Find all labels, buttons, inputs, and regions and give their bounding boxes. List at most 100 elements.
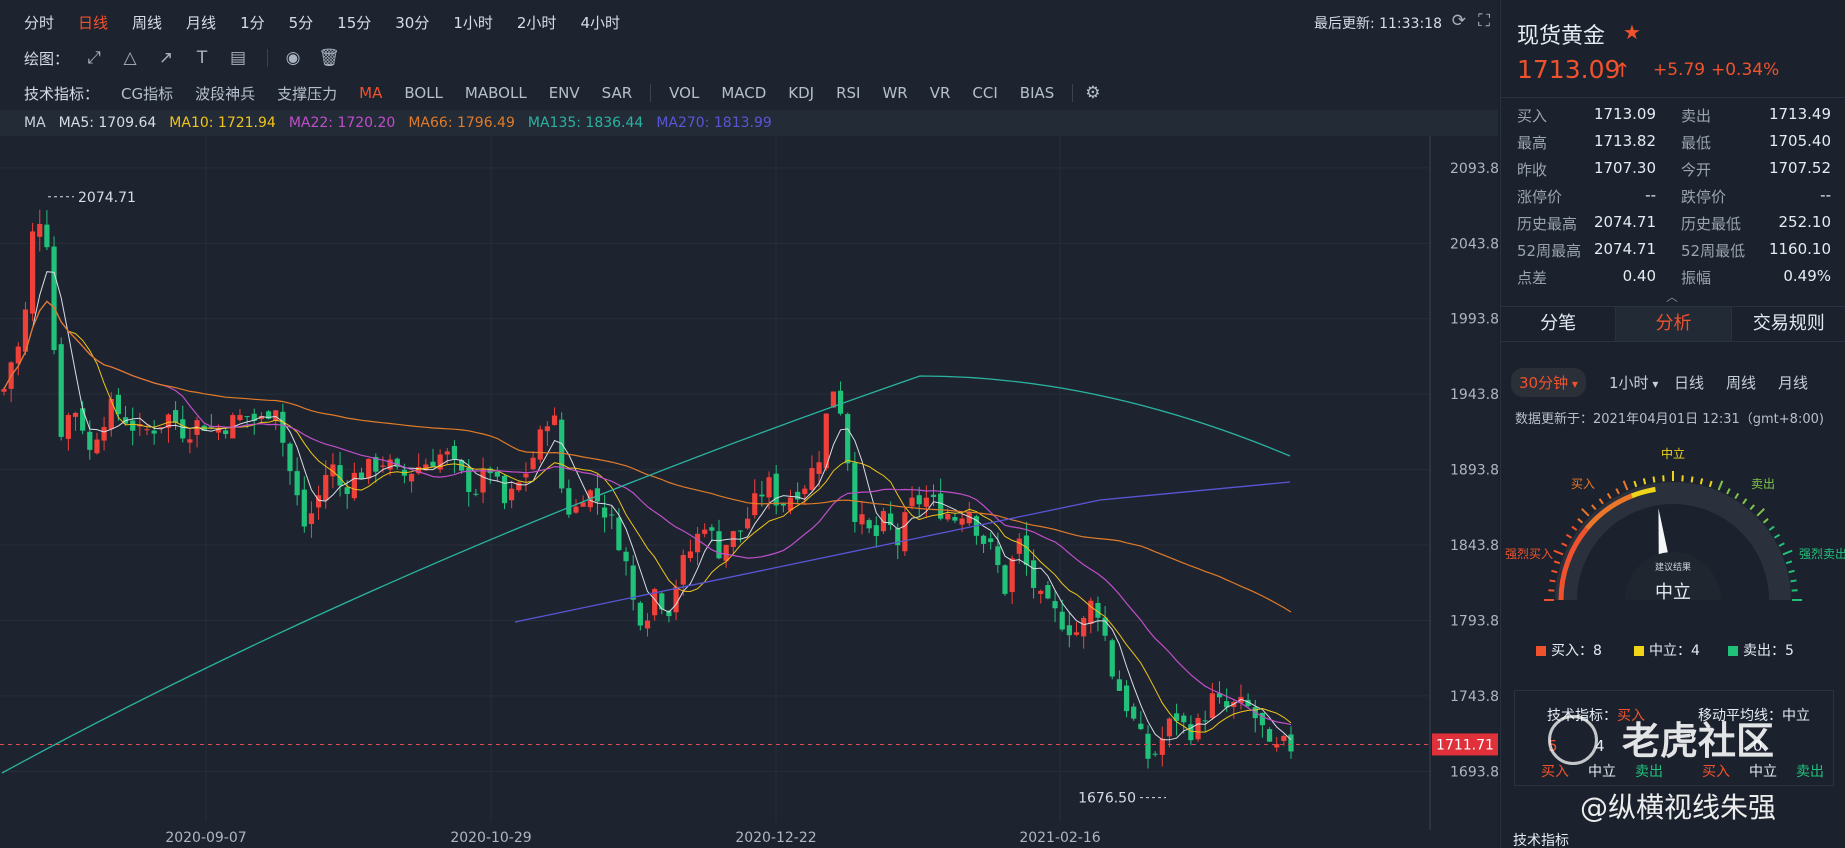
candle bbox=[344, 480, 350, 509]
candle bbox=[501, 473, 508, 510]
indicator-cci[interactable]: CCI bbox=[972, 84, 998, 102]
indicator-wr[interactable]: WR bbox=[882, 84, 908, 102]
candle bbox=[888, 501, 894, 531]
tiger-logo-icon bbox=[1548, 715, 1598, 765]
candle-body bbox=[108, 398, 114, 430]
candle bbox=[1002, 564, 1008, 596]
line-tool-icon[interactable]: ⤢ bbox=[87, 48, 101, 68]
indicator-cg指标[interactable]: CG指标 bbox=[121, 84, 174, 103]
gauge-tick bbox=[1633, 480, 1638, 488]
candle-body bbox=[1045, 585, 1051, 599]
candle bbox=[837, 381, 844, 416]
candlestick-chart[interactable]: 2093.88 2043.88 1993.88 1943.88 1893.88 1843.… bbox=[0, 136, 1498, 848]
indicator-sar[interactable]: SAR bbox=[601, 84, 633, 102]
period-4[interactable]: 月线 bbox=[1778, 372, 1808, 393]
candle-body bbox=[437, 454, 443, 470]
candle-body bbox=[223, 430, 229, 435]
timeframe-0[interactable]: 分时 bbox=[24, 13, 55, 32]
indicator-rsi[interactable]: RSI bbox=[836, 84, 861, 102]
timeframe-5[interactable]: 5分 bbox=[288, 13, 314, 32]
timeframe-9[interactable]: 2小时 bbox=[516, 13, 557, 32]
period-1[interactable]: 1小时 ▾ bbox=[1609, 372, 1658, 393]
candle-body bbox=[559, 419, 565, 489]
min-label: 1676.50 bbox=[1078, 791, 1136, 807]
triangle-tool-icon[interactable]: △ bbox=[123, 48, 137, 68]
indicator-波段神兵[interactable]: 波段神兵 bbox=[195, 84, 256, 103]
candle-body bbox=[58, 344, 64, 437]
candle bbox=[995, 532, 1001, 574]
candle-body bbox=[301, 489, 307, 527]
indicator-ma[interactable]: MA bbox=[359, 84, 383, 102]
period-2[interactable]: 日线 bbox=[1674, 372, 1704, 393]
candle-body bbox=[544, 426, 550, 432]
timeframe-8[interactable]: 1小时 bbox=[453, 13, 493, 32]
indicator-bias[interactable]: BIAS bbox=[1019, 84, 1055, 102]
indicator-支撑压力[interactable]: 支撑压力 bbox=[277, 84, 338, 103]
candle-body bbox=[816, 462, 822, 474]
gauge-tick bbox=[1756, 508, 1765, 517]
timeframe-2[interactable]: 周线 bbox=[132, 13, 163, 32]
quote-value: 2074.71 bbox=[1593, 213, 1656, 231]
candle-body bbox=[766, 477, 772, 498]
text-tool-icon[interactable]: T bbox=[196, 48, 208, 68]
tab-1[interactable]: 分析 bbox=[1615, 307, 1731, 341]
refresh-icon[interactable]: ⟳ bbox=[1451, 11, 1466, 31]
indicator-kdj[interactable]: KDJ bbox=[788, 84, 815, 102]
collapse-caret-icon[interactable]: ︿ bbox=[1666, 290, 1679, 304]
indicator-vol[interactable]: VOL bbox=[669, 84, 700, 102]
quote-label: 最低 bbox=[1681, 134, 1712, 152]
arrow-tool-icon[interactable]: ↗ bbox=[158, 48, 174, 68]
candle-body bbox=[845, 413, 851, 464]
gann-tool-icon[interactable]: ▤ bbox=[229, 48, 247, 68]
timeframe-7[interactable]: 30分 bbox=[395, 13, 430, 32]
candle-body bbox=[1259, 712, 1265, 726]
candle-body bbox=[158, 427, 164, 429]
candle bbox=[1131, 703, 1137, 721]
period-3[interactable]: 周线 bbox=[1726, 372, 1756, 393]
period-label: 月线 bbox=[1778, 374, 1809, 392]
candle bbox=[566, 479, 572, 518]
y-tick-label: 2043.88 bbox=[1450, 236, 1498, 252]
timeframe-6[interactable]: 15分 bbox=[337, 13, 372, 32]
star-icon[interactable]: ★ bbox=[1623, 20, 1641, 44]
gauge-tick bbox=[1690, 476, 1694, 483]
trash-icon[interactable]: 🗑 bbox=[318, 48, 340, 68]
candle-body bbox=[444, 451, 450, 455]
quote-label: 振幅 bbox=[1681, 269, 1712, 287]
indicator-bar: 技术指标： CG指标 波段神兵 支撑压力 MA BOLL MABOLL ENV SAR VOL M… bbox=[0, 80, 1498, 106]
last-price: 1713.09 bbox=[1517, 55, 1621, 84]
gauge-tick bbox=[1790, 579, 1797, 583]
candle bbox=[1195, 713, 1201, 742]
candle-body bbox=[652, 589, 658, 616]
tab-0[interactable]: 分笔 bbox=[1540, 313, 1577, 334]
tab-2[interactable]: 交易规则 bbox=[1730, 307, 1845, 341]
eye-icon[interactable]: ◉ bbox=[285, 48, 301, 68]
timeframe-3[interactable]: 月线 bbox=[186, 13, 217, 32]
indicator-maboll[interactable]: MABOLL bbox=[464, 84, 527, 102]
panel-tabs: 分笔 分析 交易规则 bbox=[1501, 306, 1845, 342]
quote-value: -- bbox=[1820, 186, 1831, 204]
candle bbox=[551, 407, 558, 426]
candle bbox=[80, 401, 86, 435]
timeframe-1[interactable]: 日线 bbox=[78, 13, 109, 32]
candle-body bbox=[516, 482, 522, 491]
candle-body bbox=[873, 525, 879, 536]
candle-body bbox=[566, 488, 572, 515]
indicator-label: 技术指标： bbox=[24, 84, 100, 103]
candle bbox=[22, 301, 29, 356]
fullscreen-icon[interactable]: ⛶ bbox=[1478, 11, 1490, 31]
timeframe-10[interactable]: 4小时 bbox=[580, 13, 620, 32]
indicator-vr[interactable]: VR bbox=[929, 84, 951, 102]
ma270-line bbox=[514, 481, 1291, 623]
gear-icon[interactable]: ⚙ bbox=[1085, 83, 1101, 103]
timeframe-4[interactable]: 1分 bbox=[240, 13, 265, 32]
legend-label: 中立：4 bbox=[1649, 643, 1700, 659]
indicator-macd[interactable]: MACD bbox=[721, 84, 767, 102]
indicator-boll[interactable]: BOLL bbox=[404, 84, 443, 102]
indicator-env[interactable]: ENV bbox=[548, 84, 580, 102]
gauge-tick bbox=[1591, 504, 1597, 511]
candle-body bbox=[1116, 679, 1122, 691]
candle-body bbox=[165, 414, 172, 428]
period-0[interactable]: 30分钟 ▾ bbox=[1511, 368, 1586, 397]
